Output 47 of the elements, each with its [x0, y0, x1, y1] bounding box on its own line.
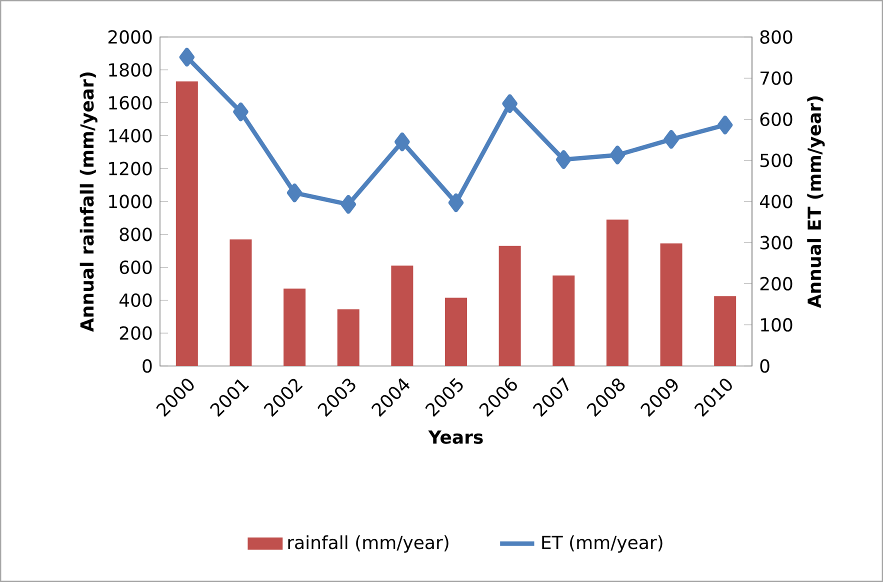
y-tick-label: 1400	[109, 128, 152, 142]
x-axis-title: Years	[428, 430, 483, 444]
y2-tick-label: 600	[760, 112, 792, 126]
y2-tick-label: 700	[760, 71, 792, 85]
y2-tick-label: 0	[760, 359, 770, 373]
y2-tick-label: 800	[760, 30, 792, 44]
y-tick-label: 1000	[109, 194, 152, 208]
y-axis-title: Annual rainfall (mm/year)	[80, 72, 98, 332]
bar	[176, 81, 198, 366]
point	[340, 194, 356, 214]
point	[664, 130, 679, 149]
y-tick-label: 400	[119, 293, 152, 307]
point	[286, 183, 302, 202]
point	[718, 116, 733, 134]
bar	[445, 298, 468, 366]
point	[233, 102, 248, 122]
point	[610, 146, 626, 164]
point	[556, 150, 572, 169]
y-tick-label: 1800	[109, 63, 152, 77]
bar	[230, 239, 252, 366]
bar	[284, 288, 306, 366]
point	[502, 94, 518, 114]
y-tick-label: 200	[120, 326, 152, 340]
y-tick-label: 1600	[109, 96, 152, 110]
point	[448, 193, 464, 212]
y-tick-label: 800	[120, 228, 152, 242]
y2-tick-label: 300	[760, 236, 792, 250]
bar	[391, 266, 414, 366]
legend-label: ET (mm/year)	[542, 535, 662, 553]
y2-tick-label: 100	[761, 318, 792, 332]
bar	[606, 220, 628, 366]
y-tick-label: 1200	[109, 162, 152, 176]
legend-label: rainfall (mm/year)	[288, 535, 448, 553]
bar	[660, 243, 682, 366]
y2-axis-title: Annual ET (mm/year)	[807, 96, 825, 308]
point	[394, 132, 410, 152]
y-tick-label: 0	[142, 359, 152, 373]
bar	[714, 296, 736, 366]
y-tick-label: 600	[120, 260, 152, 274]
y-tick-label: 2000	[108, 30, 152, 44]
bar	[552, 276, 575, 366]
y2-tick-label: 400	[760, 194, 792, 208]
y2-tick-label: 500	[760, 154, 792, 168]
y2-tick-label: 200	[760, 276, 792, 291]
bar	[337, 309, 360, 366]
point	[179, 48, 195, 67]
bar	[498, 246, 521, 366]
